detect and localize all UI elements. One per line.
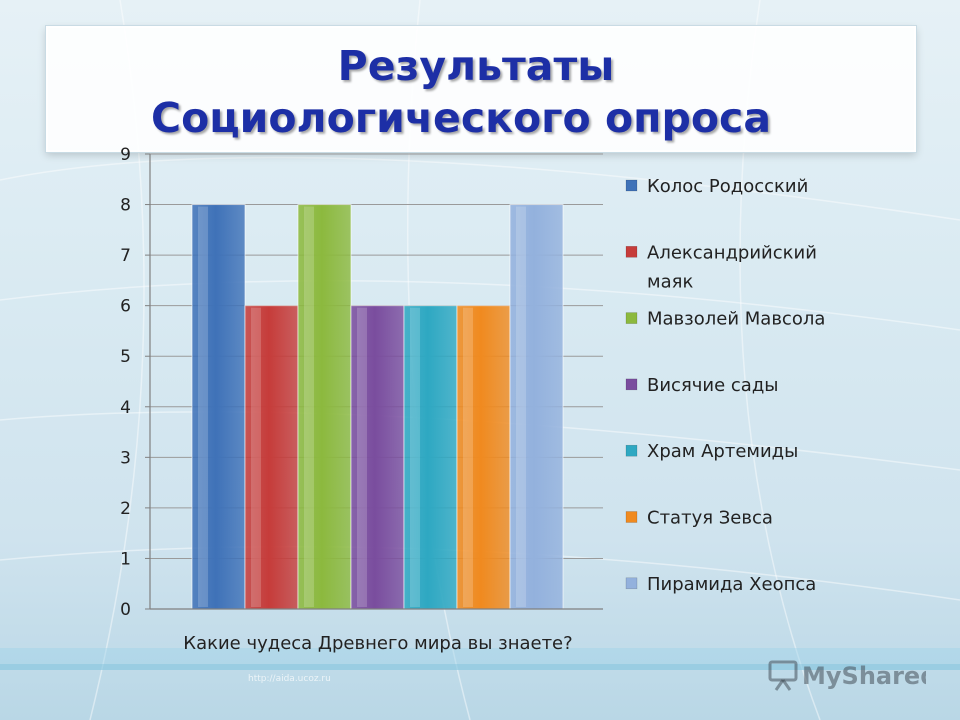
bar-7 [509, 204, 564, 610]
legend-swatch [625, 378, 638, 391]
y-tick-label: 0 [120, 600, 131, 620]
y-tick-label: 5 [120, 347, 131, 367]
bar-highlight [463, 307, 473, 607]
chart-legend: Колос Родосский Александрийский маяк Мавзол… [625, 176, 825, 595]
bar-3 [297, 204, 352, 610]
bar-highlight [251, 307, 261, 607]
y-tick-label: 7 [120, 246, 131, 266]
y-tick-label: 2 [120, 499, 131, 519]
title-box: Результаты Социологического опроса [46, 26, 916, 152]
legend-item-label: Мавзолей Мавсола [647, 309, 825, 330]
presentation-board-icon [768, 660, 798, 691]
legend-item-label: Статуя Зевса [647, 508, 773, 529]
title-line-1: Результаты [337, 42, 615, 90]
legend-item-label: Александрийский маяк [647, 242, 817, 292]
legend-swatch [625, 179, 638, 192]
legend-item-label: Висячие сады [647, 375, 778, 396]
watermark-url: http://aida.ucoz.ru [248, 674, 331, 684]
x-axis-label: Какие чудеса Древнего мира вы знаете? [183, 633, 572, 654]
bar-highlight [198, 206, 208, 608]
bar-4 [350, 305, 405, 610]
legend-swatch [625, 577, 638, 590]
legend-item-label: Колос Родосский [647, 176, 808, 197]
y-axis-ticks: 0 1 2 3 4 5 6 7 8 9 [120, 145, 131, 620]
y-tick-label: 8 [120, 196, 131, 216]
legend-swatch [625, 511, 638, 523]
bar-highlight [410, 307, 420, 607]
legend-item-label: Пирамида Хеопса [647, 574, 816, 595]
y-tick-label: 1 [120, 549, 131, 569]
y-tick-label: 6 [120, 297, 131, 317]
legend-swatch [625, 444, 638, 457]
legend-item-label: Храм Артемиды [647, 441, 798, 462]
bar-6 [456, 305, 511, 610]
y-tick-label: 4 [120, 398, 131, 418]
y-tick-label: 3 [120, 448, 131, 468]
bar-5 [403, 305, 458, 610]
legend-swatch [625, 312, 638, 324]
watermark-logo: MyShared [768, 660, 926, 691]
chart-bars [191, 204, 564, 610]
bar-highlight [304, 206, 314, 608]
bar-highlight [516, 206, 526, 608]
watermark-logo-text: MyShared [802, 662, 926, 690]
legend-swatch [625, 246, 638, 258]
title-line-2: Социологического опроса [151, 94, 771, 142]
y-tick-label: 9 [120, 145, 131, 165]
chart-axes [145, 153, 603, 610]
bar-highlight [357, 307, 367, 607]
